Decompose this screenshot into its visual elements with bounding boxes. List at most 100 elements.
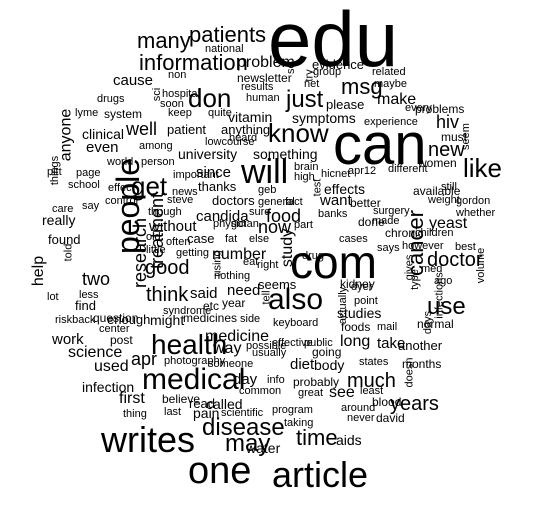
word: important	[173, 169, 219, 181]
word: side	[240, 313, 261, 325]
word: photography	[164, 355, 226, 367]
word: someone	[208, 358, 254, 370]
word: medical	[142, 363, 246, 396]
word: page	[76, 167, 101, 179]
word: never	[347, 412, 375, 424]
word: scientific	[221, 407, 264, 419]
word: still	[441, 181, 457, 193]
word: using	[211, 250, 224, 277]
word: believe	[162, 392, 201, 406]
word: now	[258, 217, 292, 237]
word: least	[360, 385, 384, 397]
word: take	[377, 335, 406, 352]
word: know	[268, 118, 329, 148]
word: really	[42, 212, 76, 228]
word: msg	[341, 74, 383, 99]
word: chronic	[385, 226, 424, 240]
word: women	[418, 156, 457, 170]
word: make	[377, 91, 417, 108]
word: use	[427, 293, 466, 320]
word: seem	[459, 123, 472, 150]
word: first	[119, 390, 145, 407]
word: type	[408, 269, 421, 290]
word: national	[205, 43, 244, 55]
word: think	[146, 284, 189, 306]
word: among	[139, 140, 173, 152]
word: newsletter	[237, 71, 292, 85]
word: best	[455, 241, 476, 253]
word: probably	[293, 375, 340, 389]
word: something	[253, 146, 318, 162]
word: doctors	[212, 193, 255, 208]
word: lot	[47, 291, 59, 303]
word: etc	[203, 299, 220, 313]
word: get	[131, 171, 168, 201]
word: kidney	[340, 277, 375, 291]
word: gordon	[456, 195, 491, 207]
word: way	[213, 340, 242, 357]
word: article	[272, 454, 369, 495]
word: don	[188, 83, 232, 113]
word: problem	[237, 54, 295, 71]
word: steve	[167, 194, 194, 206]
word: care	[52, 203, 74, 215]
word: public	[304, 337, 333, 349]
word: question	[93, 311, 139, 325]
word: science	[68, 344, 123, 361]
word: possible	[246, 340, 287, 352]
word: fact	[285, 196, 303, 208]
word: vitamin	[228, 109, 273, 125]
word: like	[463, 153, 503, 183]
word: tell	[260, 290, 273, 305]
word: actually	[337, 286, 350, 325]
word: clinical	[82, 126, 125, 142]
word: since	[196, 164, 232, 181]
word: old	[146, 231, 161, 243]
word: center	[99, 323, 130, 335]
word: food	[266, 206, 302, 226]
word: lowcourse	[205, 136, 255, 148]
word: day	[233, 371, 258, 388]
word: cause	[113, 72, 154, 89]
word: will	[241, 153, 289, 191]
word: fat	[225, 233, 238, 245]
word: need	[227, 282, 261, 299]
word: help	[30, 255, 48, 287]
word: enough	[107, 312, 151, 327]
word: symptoms	[292, 110, 356, 126]
word: effective	[272, 337, 313, 349]
word: often	[166, 236, 191, 248]
word: writes	[101, 419, 196, 460]
word: person	[141, 156, 175, 168]
word: years	[390, 393, 439, 415]
word: months	[402, 357, 442, 371]
word: anything	[221, 122, 271, 137]
word: without	[149, 218, 197, 235]
word: thanks	[198, 179, 237, 194]
word: want	[320, 192, 352, 209]
word: one	[188, 450, 252, 492]
word: medicine	[205, 328, 270, 345]
word: got	[231, 218, 247, 230]
word: high	[294, 171, 315, 183]
word: good	[145, 257, 190, 279]
word: university	[178, 146, 238, 162]
word: better	[350, 196, 381, 210]
word: say	[82, 200, 100, 212]
word: studies	[337, 305, 382, 321]
word: says	[377, 242, 400, 254]
word: diet	[290, 356, 315, 373]
word: said	[190, 285, 218, 302]
word: physician	[213, 218, 259, 230]
word: infection	[82, 379, 135, 395]
word: general	[258, 196, 295, 208]
word: edu	[268, 0, 399, 83]
word: days	[422, 310, 435, 335]
word: candida	[196, 208, 249, 225]
word: available	[413, 184, 461, 198]
word: year	[222, 296, 246, 310]
word: normal	[417, 317, 454, 331]
word: nothing	[214, 270, 251, 282]
word: much	[347, 370, 396, 392]
word: might	[150, 312, 185, 328]
